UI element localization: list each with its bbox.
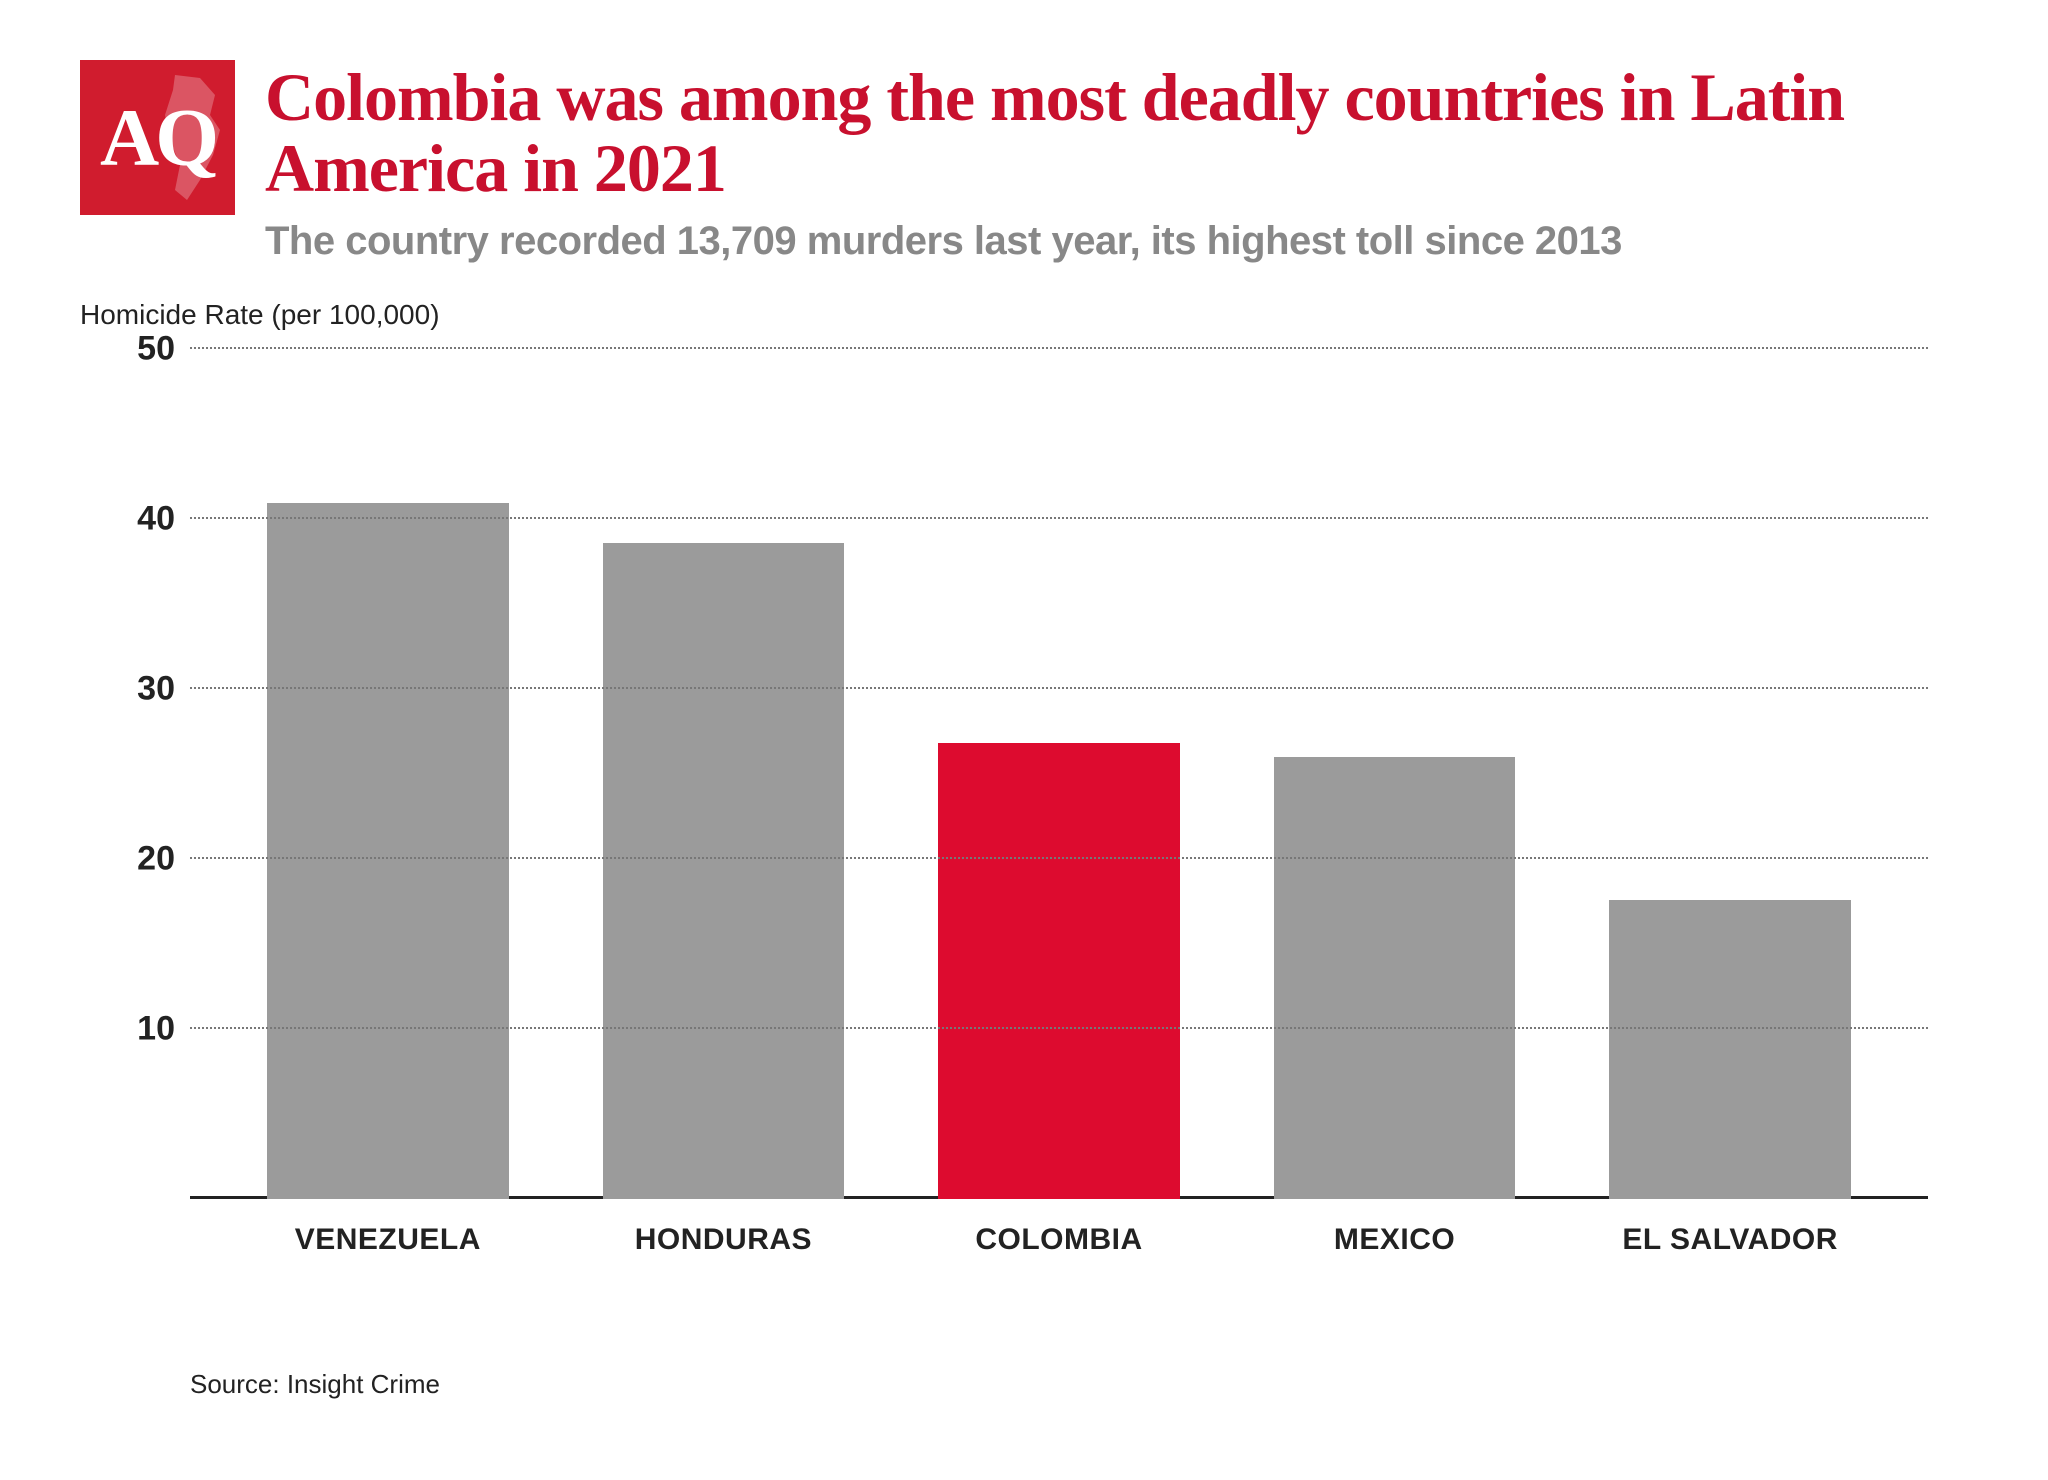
chart-title: Colombia was among the most deadly count… — [265, 62, 1968, 205]
y-axis-label: Homicide Rate (per 100,000) — [80, 299, 1968, 331]
bar-slot: HONDURAS — [556, 349, 892, 1199]
bar-slot: EL SALVADOR — [1562, 349, 1898, 1199]
gridline — [190, 347, 1928, 349]
bar — [938, 743, 1180, 1199]
logo-text: AQ — [100, 91, 215, 185]
source-attribution: Source: Insight Crime — [190, 1369, 1968, 1400]
gridline — [190, 1027, 1928, 1029]
title-block: Colombia was among the most deadly count… — [265, 60, 1968, 264]
bars-container: VENEZUELAHONDURASCOLOMBIAMEXICOEL SALVAD… — [190, 349, 1928, 1199]
bar-slot: MEXICO — [1227, 349, 1563, 1199]
gridline — [190, 687, 1928, 689]
y-tick-label: 50 — [100, 329, 175, 368]
y-tick-label: 10 — [100, 1009, 175, 1048]
y-tick-label: 20 — [100, 839, 175, 878]
chart-subtitle: The country recorded 13,709 murders last… — [265, 219, 1968, 264]
y-tick-label: 40 — [100, 499, 175, 538]
bar — [1609, 900, 1851, 1199]
x-tick-label: EL SALVADOR — [1622, 1223, 1838, 1257]
chart: VENEZUELAHONDURASCOLOMBIAMEXICOEL SALVAD… — [100, 349, 1928, 1269]
bar — [603, 543, 845, 1199]
bar — [1274, 757, 1516, 1199]
y-tick-label: 30 — [100, 669, 175, 708]
bar-slot: VENEZUELA — [220, 349, 556, 1199]
x-tick-label: VENEZUELA — [295, 1223, 481, 1257]
gridline — [190, 517, 1928, 519]
gridline — [190, 857, 1928, 859]
plot-area: VENEZUELAHONDURASCOLOMBIAMEXICOEL SALVAD… — [190, 349, 1928, 1199]
x-tick-label: HONDURAS — [635, 1223, 812, 1257]
x-tick-label: COLOMBIA — [975, 1223, 1142, 1257]
header: AQ Colombia was among the most deadly co… — [80, 60, 1968, 264]
aq-logo: AQ — [80, 60, 235, 215]
bar-slot: COLOMBIA — [891, 349, 1227, 1199]
x-tick-label: MEXICO — [1334, 1223, 1455, 1257]
bar — [267, 503, 509, 1198]
